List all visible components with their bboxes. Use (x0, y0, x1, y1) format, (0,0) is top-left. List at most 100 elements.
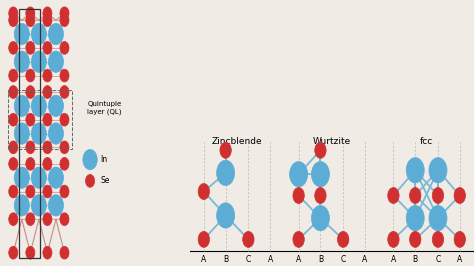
Text: Se: Se (100, 176, 110, 185)
Circle shape (293, 188, 304, 203)
Circle shape (9, 69, 18, 82)
Circle shape (9, 41, 18, 54)
Circle shape (43, 7, 52, 20)
Circle shape (43, 141, 52, 154)
Circle shape (406, 157, 424, 183)
Circle shape (60, 86, 69, 98)
Circle shape (48, 95, 64, 117)
Circle shape (26, 41, 35, 54)
Circle shape (432, 231, 444, 247)
Text: C: C (435, 255, 441, 264)
Text: Quintuple
layer (QL): Quintuple layer (QL) (87, 101, 122, 115)
Circle shape (290, 162, 308, 187)
Bar (8, 90, 72, 149)
Circle shape (26, 157, 35, 170)
Circle shape (26, 14, 35, 27)
Circle shape (43, 86, 52, 98)
Circle shape (217, 203, 235, 228)
Circle shape (9, 113, 18, 126)
Circle shape (60, 246, 69, 259)
Circle shape (31, 51, 46, 72)
Circle shape (31, 167, 46, 188)
Circle shape (406, 206, 424, 231)
Circle shape (48, 195, 64, 216)
Circle shape (43, 185, 52, 198)
Circle shape (83, 149, 97, 170)
Text: Wurtzite: Wurtzite (313, 137, 351, 146)
Circle shape (14, 23, 29, 45)
Text: A: A (267, 255, 273, 264)
Circle shape (26, 69, 35, 82)
Circle shape (43, 246, 52, 259)
Circle shape (9, 185, 18, 198)
Circle shape (9, 14, 18, 27)
Circle shape (14, 123, 29, 144)
Circle shape (60, 7, 69, 20)
Circle shape (388, 231, 399, 247)
Circle shape (60, 113, 69, 126)
Text: A: A (201, 255, 207, 264)
Circle shape (217, 160, 235, 186)
Circle shape (26, 113, 35, 126)
Circle shape (60, 14, 69, 27)
Circle shape (14, 167, 29, 188)
Circle shape (315, 188, 326, 203)
Circle shape (220, 142, 231, 158)
Circle shape (9, 141, 18, 154)
Text: B: B (318, 255, 323, 264)
Circle shape (43, 69, 52, 82)
Circle shape (9, 86, 18, 98)
Circle shape (43, 157, 52, 170)
Text: In: In (100, 155, 108, 164)
Circle shape (26, 7, 35, 20)
Circle shape (432, 188, 444, 203)
Circle shape (243, 231, 254, 247)
Circle shape (14, 195, 29, 216)
Text: Zincblende: Zincblende (212, 137, 262, 146)
Circle shape (26, 185, 35, 198)
Circle shape (43, 113, 52, 126)
Circle shape (60, 141, 69, 154)
Circle shape (43, 41, 52, 54)
Circle shape (14, 51, 29, 72)
Text: C: C (340, 255, 346, 264)
Text: C: C (246, 255, 251, 264)
Circle shape (48, 51, 64, 72)
Circle shape (31, 23, 46, 45)
Text: A: A (457, 255, 463, 264)
Circle shape (9, 157, 18, 170)
Circle shape (14, 95, 29, 117)
Circle shape (26, 213, 35, 226)
Circle shape (454, 188, 465, 203)
Circle shape (60, 157, 69, 170)
Circle shape (429, 206, 447, 231)
Circle shape (9, 7, 18, 20)
Circle shape (31, 123, 46, 144)
Circle shape (429, 157, 447, 183)
Circle shape (60, 69, 69, 82)
Text: A: A (362, 255, 368, 264)
Circle shape (9, 213, 18, 226)
Circle shape (48, 123, 64, 144)
Circle shape (315, 142, 326, 158)
Circle shape (311, 206, 329, 231)
Circle shape (26, 86, 35, 98)
Circle shape (85, 174, 95, 187)
Circle shape (293, 231, 304, 247)
Circle shape (43, 213, 52, 226)
Bar (18, 9, 40, 258)
Circle shape (198, 184, 210, 200)
Circle shape (48, 23, 64, 45)
Circle shape (311, 162, 329, 187)
Circle shape (43, 14, 52, 27)
Circle shape (388, 188, 399, 203)
Circle shape (410, 231, 421, 247)
Text: A: A (296, 255, 301, 264)
Circle shape (31, 195, 46, 216)
Circle shape (60, 185, 69, 198)
Circle shape (337, 231, 349, 247)
Circle shape (31, 95, 46, 117)
Text: B: B (413, 255, 418, 264)
Circle shape (26, 246, 35, 259)
Circle shape (454, 231, 465, 247)
